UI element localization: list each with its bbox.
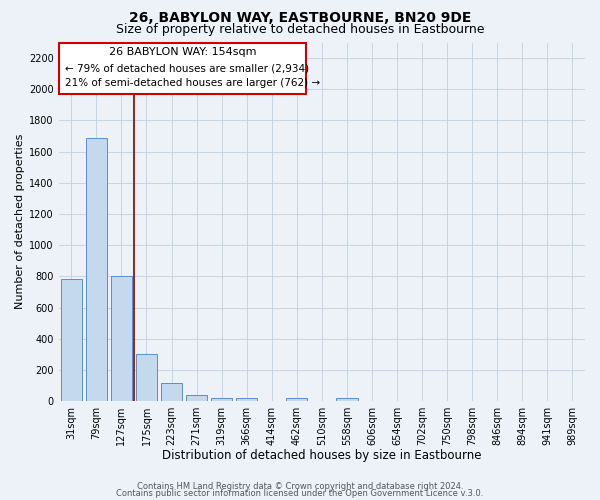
Bar: [61, 280, 82, 401]
Text: Contains public sector information licensed under the Open Government Licence v.: Contains public sector information licen…: [116, 488, 484, 498]
Bar: [236, 398, 257, 401]
Bar: [286, 398, 307, 401]
Bar: [136, 354, 157, 401]
Text: Size of property relative to detached houses in Eastbourne: Size of property relative to detached ho…: [116, 22, 484, 36]
Text: 21% of semi-detached houses are larger (762) →: 21% of semi-detached houses are larger (…: [65, 78, 320, 88]
Bar: [161, 383, 182, 401]
Text: 26 BABYLON WAY: 154sqm: 26 BABYLON WAY: 154sqm: [109, 47, 256, 57]
Text: ← 79% of detached houses are smaller (2,934): ← 79% of detached houses are smaller (2,…: [65, 64, 309, 74]
Y-axis label: Number of detached properties: Number of detached properties: [15, 134, 25, 310]
Bar: [211, 398, 232, 401]
Bar: [86, 138, 107, 401]
X-axis label: Distribution of detached houses by size in Eastbourne: Distribution of detached houses by size …: [162, 450, 482, 462]
Bar: [336, 398, 358, 401]
FancyBboxPatch shape: [59, 42, 306, 94]
Text: Contains HM Land Registry data © Crown copyright and database right 2024.: Contains HM Land Registry data © Crown c…: [137, 482, 463, 491]
Bar: [186, 395, 207, 401]
Bar: [111, 276, 132, 401]
Text: 26, BABYLON WAY, EASTBOURNE, BN20 9DE: 26, BABYLON WAY, EASTBOURNE, BN20 9DE: [129, 11, 471, 25]
